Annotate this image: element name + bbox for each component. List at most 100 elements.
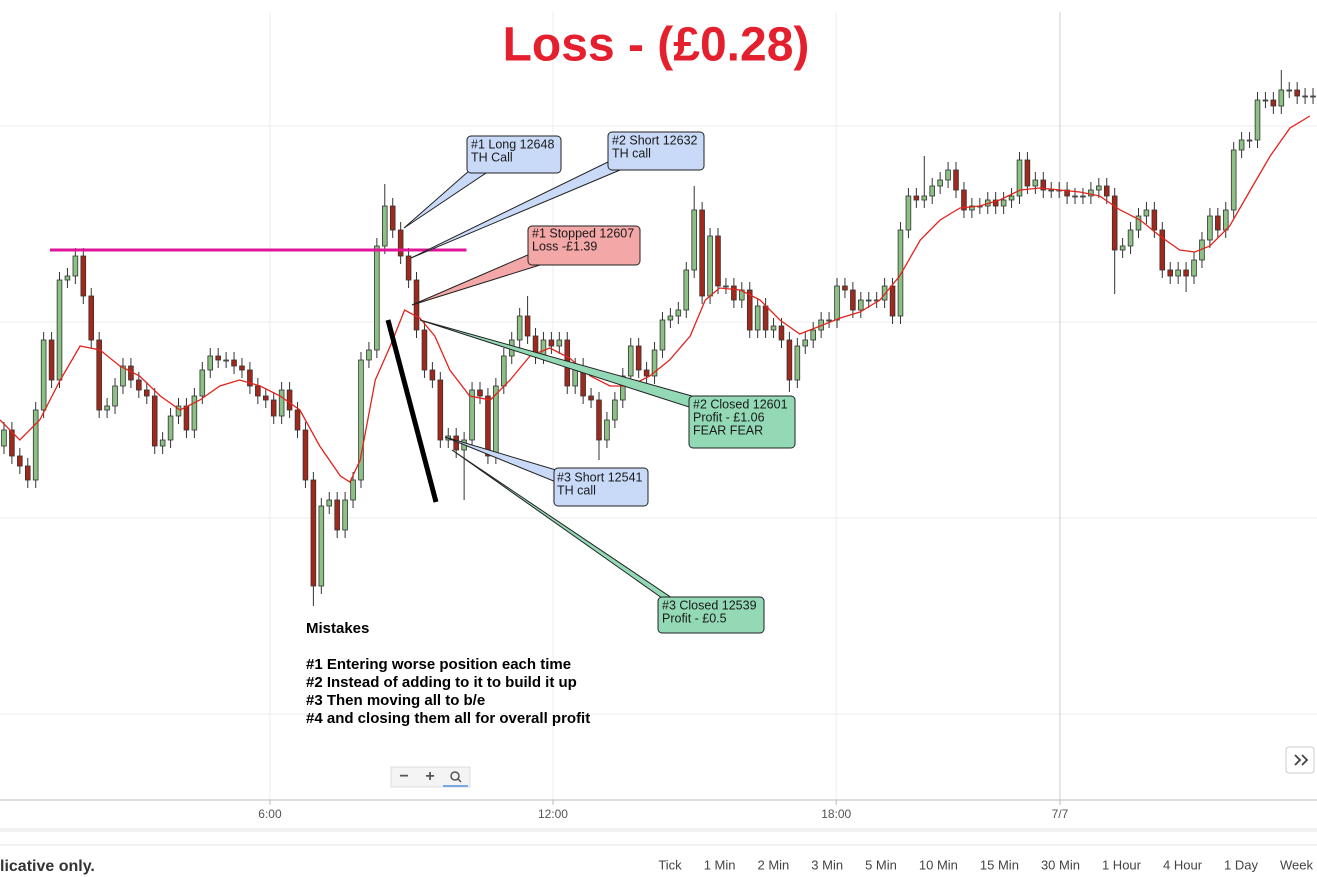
candle-body xyxy=(310,479,317,587)
timeframe-button[interactable]: 15 Min xyxy=(980,857,1019,872)
candle-body xyxy=(1191,259,1197,277)
candle-body xyxy=(1040,179,1047,191)
candle-body xyxy=(881,285,888,301)
timeframe-button[interactable]: 1 Hour xyxy=(1102,857,1142,872)
candle-body xyxy=(231,359,237,367)
candle-body xyxy=(1048,189,1054,192)
candle-body xyxy=(342,499,348,531)
candle-body xyxy=(651,349,658,377)
candle-body xyxy=(1111,195,1118,251)
zoom-in[interactable]: + xyxy=(425,768,434,785)
candle-body xyxy=(1032,179,1039,187)
candle-body xyxy=(659,319,666,351)
candle-body xyxy=(961,189,967,211)
candle-body xyxy=(921,195,928,201)
candle-body xyxy=(1151,209,1158,231)
candle-body xyxy=(151,395,158,447)
candle-body xyxy=(397,229,404,257)
callout-text: #3 Closed 12539 xyxy=(662,598,757,612)
candle-body xyxy=(96,339,102,411)
callout-text: TH Call xyxy=(471,150,513,164)
candle-body xyxy=(691,209,697,271)
callout-text: #1 Long 12648 xyxy=(471,137,554,151)
candle-body xyxy=(524,315,531,337)
candle-body xyxy=(905,195,912,231)
candle-body xyxy=(1143,209,1150,217)
candle-body xyxy=(278,389,285,417)
candle-body xyxy=(159,439,166,447)
disclaimer: licative only. xyxy=(0,858,95,875)
candle-body xyxy=(501,355,507,387)
candle-body xyxy=(762,305,769,331)
candle-body xyxy=(858,299,864,311)
candle-body xyxy=(588,395,594,401)
candle-body xyxy=(239,365,245,371)
timeframe-button[interactable]: 4 Hour xyxy=(1163,857,1203,872)
candle-body xyxy=(1286,89,1293,92)
timeframe-button[interactable]: 30 Min xyxy=(1041,857,1080,872)
callout-text: #2 Closed 12601 xyxy=(693,397,788,411)
timeframe-button[interactable]: Week xyxy=(1280,857,1313,872)
timeframe-button[interactable]: 10 Min xyxy=(919,857,958,872)
notes-item: #4 and closing them all for overall prof… xyxy=(306,710,590,727)
chart-title: Loss - (£0.28) xyxy=(503,19,810,72)
candle-body xyxy=(667,315,674,321)
candle-body xyxy=(48,339,55,381)
candle-body xyxy=(56,279,63,381)
timeframe-button[interactable]: 2 Min xyxy=(757,857,789,872)
candle-body xyxy=(175,405,182,417)
candle-body xyxy=(643,369,650,377)
candle-body xyxy=(913,195,920,201)
timeframe-button[interactable]: 5 Min xyxy=(865,857,897,872)
timeframe-button[interactable]: 3 Min xyxy=(811,857,843,872)
candle-body xyxy=(1262,99,1269,102)
candle-body xyxy=(1238,139,1245,151)
candle-body xyxy=(1294,89,1300,97)
candle-body xyxy=(1175,269,1181,277)
candle-body xyxy=(1016,159,1023,197)
candle-body xyxy=(1080,195,1086,198)
timeframe-button[interactable]: 1 Day xyxy=(1224,857,1258,872)
candle-body xyxy=(778,325,785,341)
candle-body xyxy=(826,319,832,322)
candle-body xyxy=(318,505,325,587)
candle-body xyxy=(1103,185,1110,197)
notes-heading: Mistakes xyxy=(306,620,369,637)
candle-body xyxy=(1278,89,1285,107)
candle-body xyxy=(215,355,221,361)
candle-body xyxy=(270,399,277,417)
candle-body xyxy=(136,379,142,391)
notes-item: #2 Instead of adding to it to build it u… xyxy=(306,674,577,691)
scroll-button[interactable] xyxy=(1285,746,1315,774)
timeframe-button[interactable]: Tick xyxy=(658,857,682,872)
trend-stroke xyxy=(385,319,439,503)
candle-body xyxy=(1167,269,1174,277)
timeframe-button[interactable]: 1 Min xyxy=(704,857,736,872)
callout-text: #1 Stopped 12607 xyxy=(532,226,634,240)
callout xyxy=(527,225,641,266)
candle-body xyxy=(929,185,935,197)
notes-item: #1 Entering worse position each time xyxy=(306,656,571,673)
callout-text: #3 Short 12541 xyxy=(557,470,643,484)
chevron xyxy=(1301,754,1309,766)
candle-body xyxy=(191,395,198,431)
zoom-reset[interactable] xyxy=(443,771,468,787)
callout-text: TH call xyxy=(557,483,596,497)
candle-body xyxy=(429,369,436,381)
x-tick-label: 7/7 xyxy=(1052,807,1069,821)
candle-body xyxy=(1,429,7,447)
candle-body xyxy=(469,389,475,441)
candle-body xyxy=(770,325,777,331)
candle-body xyxy=(286,389,293,411)
candle-body xyxy=(1183,269,1189,277)
candle-body xyxy=(477,389,483,397)
candle-body xyxy=(453,435,459,451)
candle-body xyxy=(731,285,737,301)
candle-body xyxy=(810,329,816,341)
candle-body xyxy=(1008,195,1015,201)
zoom-out[interactable]: − xyxy=(399,768,408,785)
candle-body xyxy=(842,285,848,291)
callout xyxy=(607,131,705,171)
candle-body xyxy=(1302,95,1308,98)
candle-body xyxy=(374,245,380,351)
